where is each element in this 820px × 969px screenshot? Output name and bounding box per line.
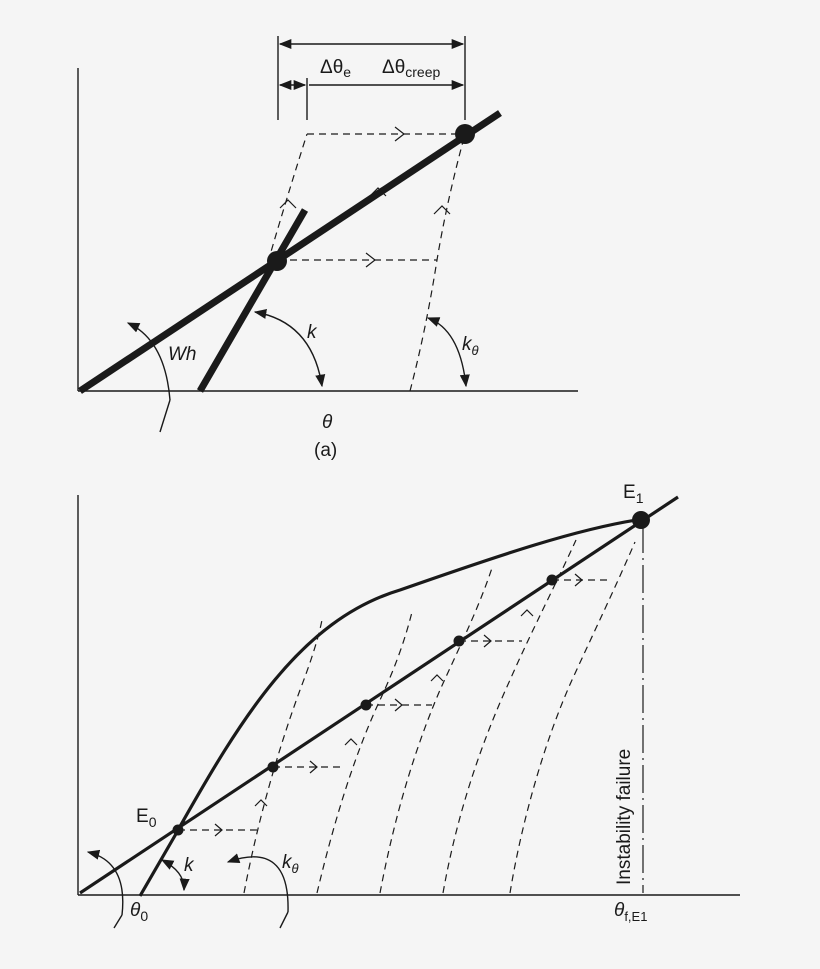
dashed-curve-3 — [379, 567, 493, 894]
dashed-ktheta-upper-left — [267, 133, 308, 263]
ktheta-angle-arc — [426, 317, 470, 388]
chevron-right-icon — [309, 760, 318, 774]
panel-b: E0 E1 k kθ θ0 θf,E1 Instability failure — [77, 482, 740, 929]
chevron-up-icon — [254, 799, 268, 807]
chevron-right-icon — [394, 698, 403, 712]
dashed-curve-5 — [509, 541, 636, 894]
chevron-up-icon — [369, 187, 387, 197]
chevron-right-icon — [214, 823, 223, 837]
intermediate-point — [453, 635, 465, 647]
ktheta-angle-arc-b — [226, 853, 289, 913]
theta-axis-label: θ — [322, 412, 333, 433]
wh-line — [78, 110, 502, 394]
instability-failure-label: Instability failure — [614, 749, 635, 885]
dashed-curve-1 — [243, 619, 323, 894]
ktheta-label-b: kθ — [282, 852, 299, 876]
k-angle-arc — [253, 309, 326, 388]
wh-line-b — [79, 495, 679, 895]
chevron-right-icon — [365, 252, 376, 268]
dashed-curve-4 — [442, 539, 577, 894]
wh-angle-tail — [159, 399, 171, 433]
theta0-angle-tail — [113, 914, 123, 929]
panel-a: Δθe Δθcreep Wh k kθ θ (a) — [77, 36, 578, 461]
intermediate-point — [546, 574, 558, 586]
wh-angle-arc — [126, 322, 171, 401]
chevron-right-icon — [394, 126, 405, 142]
e0-label: E0 — [136, 806, 157, 830]
equilibrium-curve — [176, 517, 644, 831]
k-line — [196, 208, 309, 393]
chevron-up-icon — [433, 205, 451, 215]
theta-f-label: θf,E1 — [614, 900, 647, 924]
intermediate-point — [360, 699, 372, 711]
equilibrium-point-lower — [267, 251, 287, 271]
intermediate-point — [267, 761, 279, 773]
k-angle-arc-b — [160, 859, 190, 892]
theta0-angle-arc — [86, 849, 124, 916]
chevron-up-icon — [430, 674, 444, 682]
point-e0 — [172, 824, 184, 836]
chevron-right-icon — [574, 573, 583, 587]
wh-label: Wh — [168, 344, 197, 365]
delta-theta-e-label: Δθe — [320, 57, 351, 80]
dashed-curve-2 — [316, 611, 413, 894]
chevron-up-icon — [344, 738, 358, 746]
e1-label: E1 — [623, 482, 644, 506]
panel-a-caption: (a) — [314, 440, 337, 461]
delta-theta-creep-label: Δθcreep — [382, 57, 441, 80]
ktheta-angle-tail — [279, 911, 289, 929]
theta0-label: θ0 — [130, 900, 148, 924]
equilibrium-point-upper — [455, 124, 475, 144]
point-e1 — [632, 511, 650, 529]
k-label-b: k — [184, 855, 195, 876]
chevron-up-icon — [520, 609, 534, 617]
chevron-up-icon — [279, 199, 297, 209]
k-label: k — [307, 322, 318, 343]
chevron-right-icon — [483, 634, 492, 648]
ktheta-label: kθ — [462, 334, 479, 358]
dashed-ktheta-right — [409, 133, 466, 392]
